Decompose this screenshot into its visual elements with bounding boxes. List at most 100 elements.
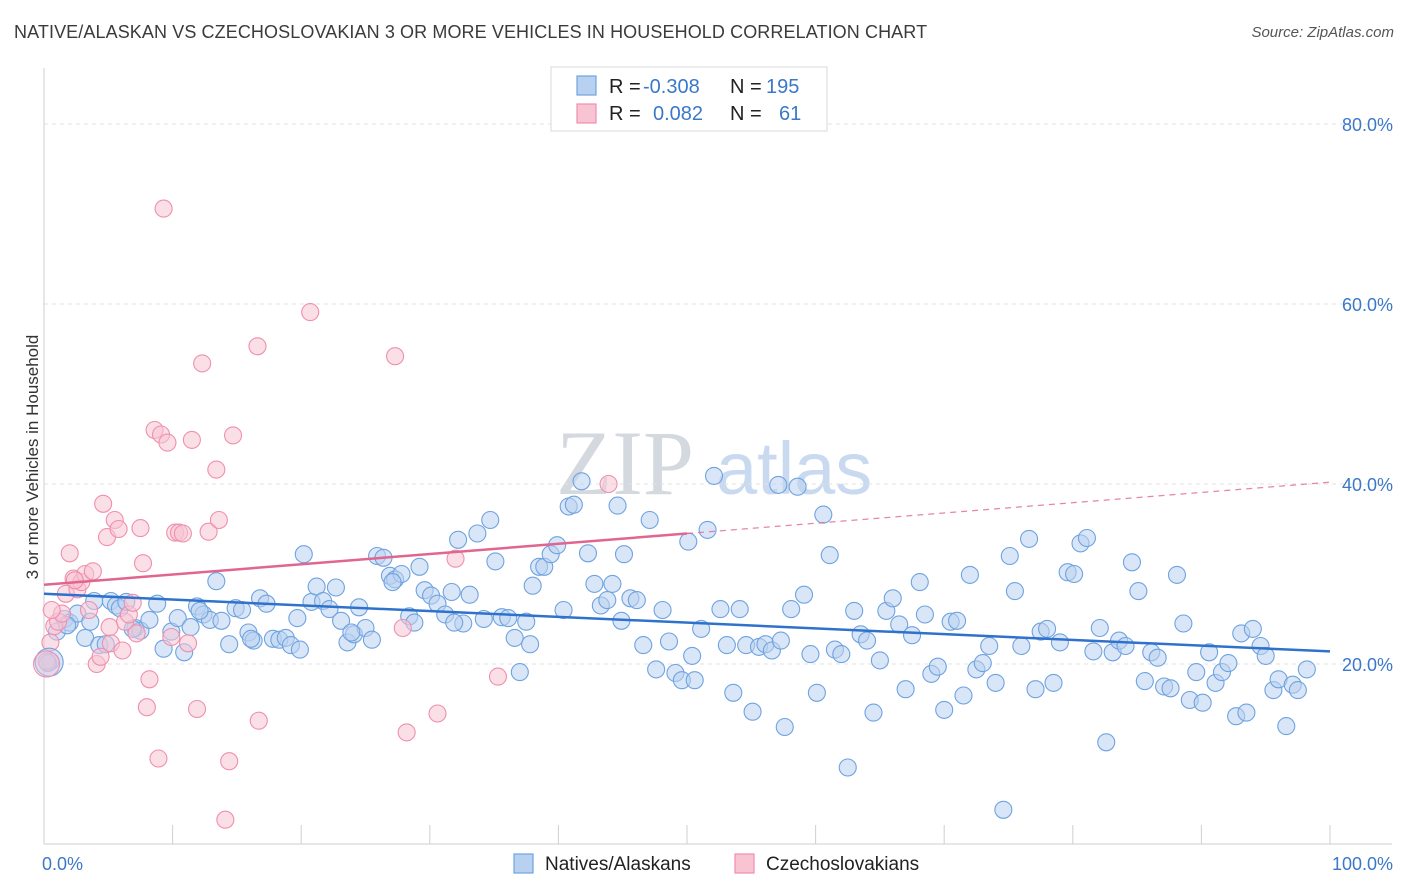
native-point-58 [410, 557, 429, 576]
native-point-188 [1237, 703, 1256, 722]
native-point-196 [1288, 681, 1307, 700]
czech-point-34 [162, 627, 181, 647]
czech-point-58 [42, 600, 61, 620]
native-point-133 [883, 589, 902, 608]
czech-point-28 [140, 670, 159, 689]
czech-point-45 [216, 810, 235, 829]
watermark-zip: ZIP [556, 412, 694, 514]
native-point-176 [1161, 679, 1180, 698]
native-point-138 [915, 605, 934, 624]
czech-point-55 [446, 549, 465, 568]
native-point-19 [168, 609, 187, 628]
native-point-169 [1116, 636, 1135, 656]
native-point-172 [1135, 672, 1154, 691]
native-point-127 [845, 601, 864, 620]
czech-point-56 [488, 667, 508, 686]
native-point-90 [608, 496, 627, 515]
czech-point-42 [199, 522, 218, 541]
native-point-159 [1050, 633, 1069, 652]
native-point-163 [1077, 528, 1096, 548]
trend-lines [43, 481, 1331, 653]
legend-r-value-blue: -0.308 [643, 76, 700, 98]
czech-point-24 [127, 624, 146, 643]
native-point-170 [1122, 553, 1142, 572]
native-point-107 [717, 636, 736, 655]
native-point-39 [294, 545, 313, 564]
native-point-38 [288, 609, 307, 628]
czech-point-57 [599, 474, 618, 494]
native-point-126 [838, 758, 857, 777]
native-point-161 [1065, 564, 1084, 584]
legend-n-value-pink: 61 [779, 103, 801, 125]
native-point-66 [460, 585, 479, 604]
native-point-5 [76, 628, 95, 647]
czech-point-44 [209, 510, 228, 530]
native-point-164 [1084, 642, 1103, 661]
native-point-25 [207, 572, 226, 591]
native-point-102 [685, 671, 704, 690]
czech-point-49 [249, 711, 268, 730]
native-point-203 [241, 629, 261, 648]
axes [43, 68, 1392, 845]
czech-point-41 [193, 354, 212, 373]
czech-point-50 [301, 303, 320, 322]
native-point-43 [320, 600, 339, 619]
native-point-115 [769, 475, 788, 494]
czech-trend-extension [686, 481, 1331, 535]
native-point-67 [468, 524, 487, 543]
native-point-130 [864, 703, 883, 722]
data-points [33, 199, 1316, 829]
native-point-135 [896, 680, 915, 699]
native-point-210 [683, 646, 702, 665]
native-point-96 [647, 660, 666, 679]
native-point-50 [362, 630, 381, 649]
czech-point-40 [187, 699, 207, 719]
native-point-88 [598, 591, 617, 610]
native-point-153 [1012, 636, 1031, 656]
native-point-120 [801, 645, 820, 664]
native-point-122 [814, 505, 833, 524]
czech-point-11 [79, 600, 99, 620]
czech-point-15 [94, 494, 113, 513]
czech-point-20 [113, 641, 132, 660]
chart-title: NATIVE/ALASKAN VS CZECHOSLOVAKIAN 3 OR M… [14, 22, 928, 42]
native-point-104 [698, 520, 717, 539]
legend-frame [550, 66, 828, 132]
y-tick-label-2: 60.0% [1342, 295, 1393, 315]
x-tick-label-0: 0.0% [42, 854, 83, 874]
native-point-95 [640, 510, 659, 530]
czech-point-25 [131, 519, 150, 538]
legend-swatch-pink [576, 103, 597, 124]
native-point-70 [486, 552, 505, 571]
native-point-131 [870, 651, 889, 670]
native-point-108 [724, 683, 743, 702]
native-point-63 [442, 582, 461, 602]
native-point-202 [190, 601, 209, 620]
tick-labels: 20.0% 40.0% 60.0% 80.0% 0.0% 100.0% [42, 115, 1393, 874]
czech-point-27 [137, 698, 156, 717]
czech-trend-line [43, 532, 688, 587]
native-point-76 [523, 576, 542, 595]
native-point-119 [794, 585, 814, 604]
bottom-legend-label-natives: Natives/Alaskans [545, 854, 691, 875]
native-point-166 [1097, 733, 1116, 752]
legend-box: R = -0.308 N = 195 R = 0.082 N = 61 [550, 66, 828, 132]
native-point-150 [994, 800, 1013, 819]
native-point-204 [290, 640, 309, 659]
native-point-45 [332, 611, 351, 630]
native-point-129 [857, 631, 877, 650]
y-tick-label-3: 80.0% [1342, 115, 1393, 135]
native-point-44 [326, 578, 345, 597]
watermark-atlas: atlas [716, 427, 872, 510]
native-point-157 [1038, 619, 1057, 638]
native-point-140 [928, 657, 947, 676]
czech-point-51 [386, 347, 405, 366]
native-point-147 [973, 654, 992, 673]
czech-point-53 [397, 723, 416, 742]
native-point-72 [499, 609, 518, 628]
native-point-155 [1026, 680, 1045, 699]
native-point-81 [554, 600, 573, 620]
native-point-208 [521, 635, 540, 654]
czech-point-52 [393, 618, 412, 638]
